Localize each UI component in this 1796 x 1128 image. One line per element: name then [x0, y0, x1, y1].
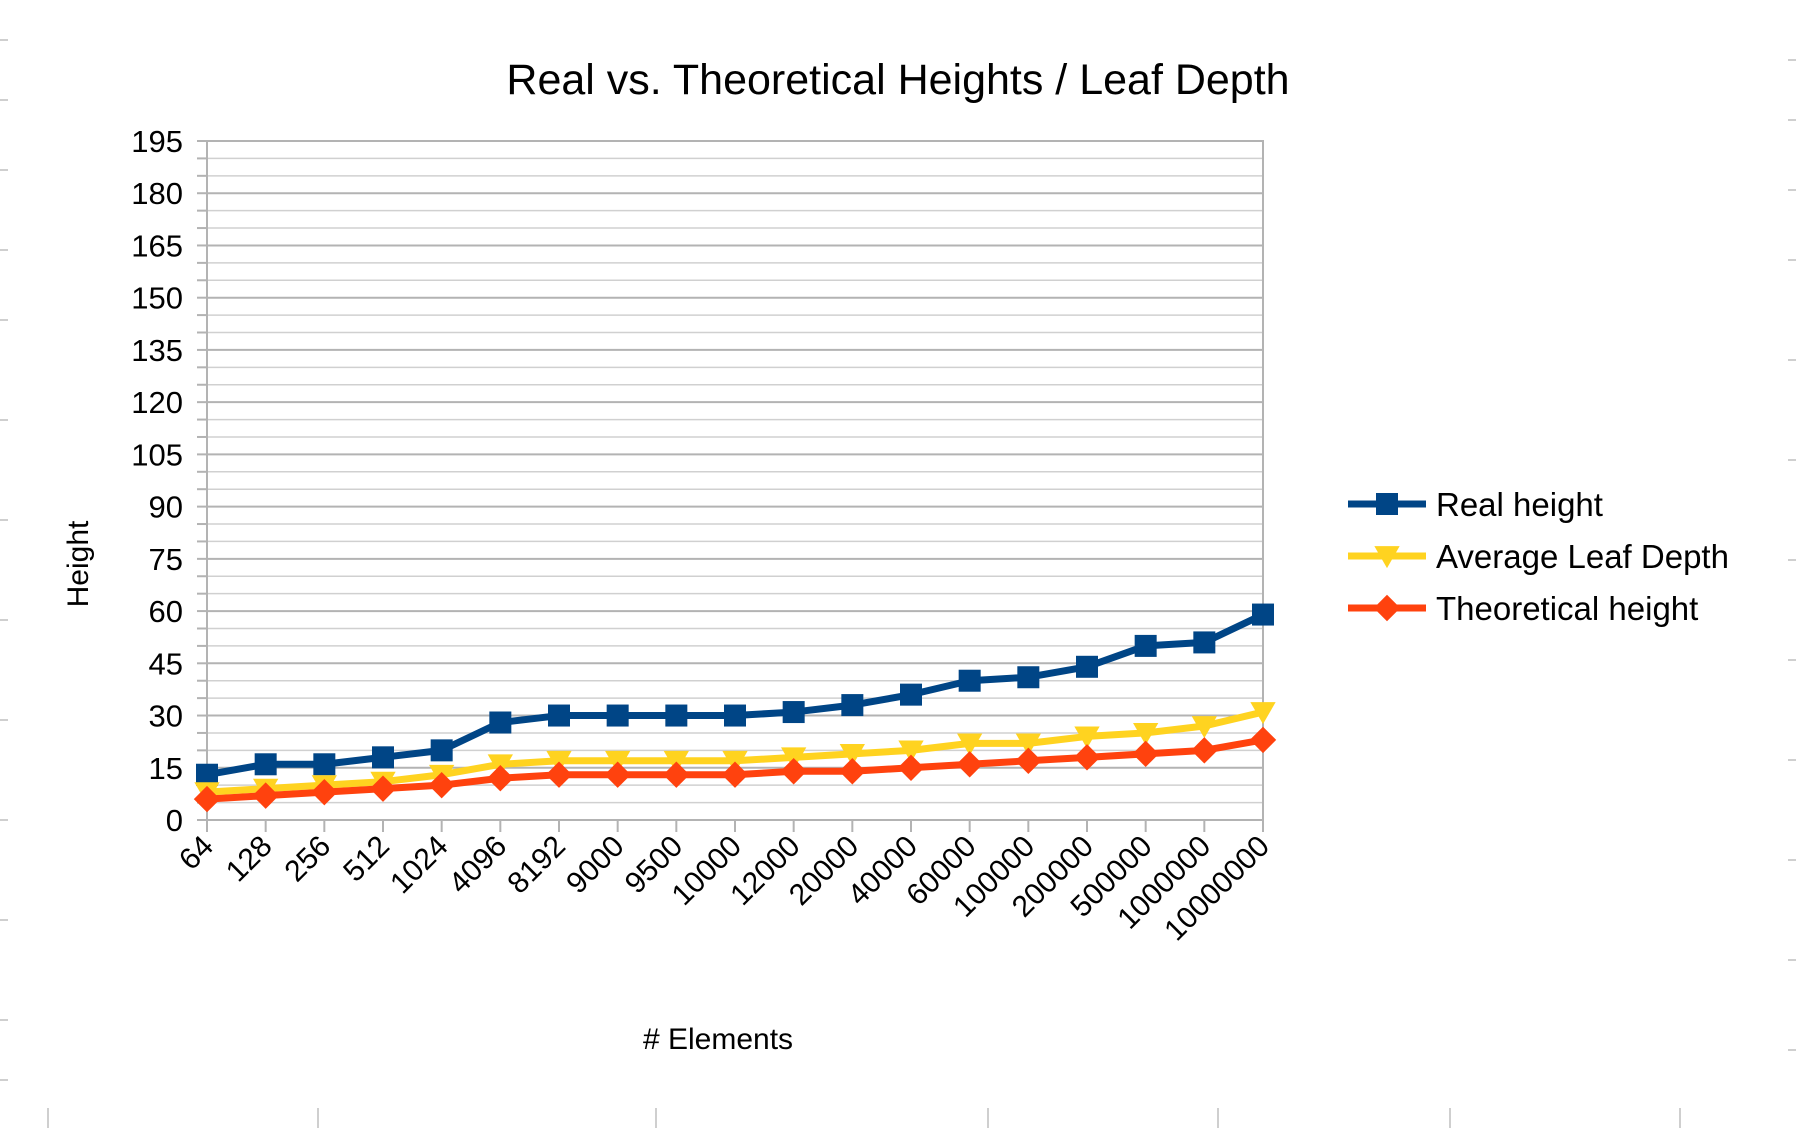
legend-label: Average Leaf Depth — [1436, 538, 1729, 575]
data-point — [487, 765, 514, 792]
y-tick-label: 30 — [149, 699, 183, 734]
data-point — [430, 739, 453, 762]
y-tick-label: 195 — [131, 124, 183, 159]
data-point — [839, 743, 865, 766]
data-point — [721, 761, 749, 788]
series-0 — [196, 603, 1274, 786]
legend-label: Theoretical height — [1436, 590, 1698, 627]
y-tick-label: 180 — [131, 176, 183, 211]
data-point — [957, 733, 983, 756]
y-tick-label: 120 — [131, 385, 183, 420]
y-tick-label: 45 — [149, 646, 183, 681]
data-point — [1191, 716, 1217, 739]
data-point — [545, 761, 573, 788]
data-point — [1074, 726, 1100, 749]
series-2 — [193, 726, 1277, 813]
data-point — [1133, 723, 1159, 746]
x-axis-title: # Elements — [643, 1023, 793, 1056]
y-tick-label: 165 — [131, 228, 183, 263]
data-point — [311, 778, 338, 806]
chart-title: Real vs. Theoretical Heights / Leaf Dept… — [506, 56, 1289, 104]
data-point — [196, 763, 218, 786]
x-tick-label: 256 — [279, 830, 338, 889]
data-point — [956, 751, 983, 778]
legend-item: Real height — [1348, 486, 1603, 523]
data-point — [489, 711, 512, 734]
data-point — [900, 683, 922, 706]
y-tick-label: 135 — [131, 333, 183, 368]
legend-label: Real height — [1436, 486, 1603, 523]
data-point — [372, 746, 394, 769]
y-tick-label: 105 — [131, 437, 183, 472]
y-axis-ticks: 0 15 30 45 60 75 90 105 120 135 150 165 180 195 — [131, 124, 183, 838]
data-point — [1134, 634, 1157, 657]
data-point — [1193, 631, 1216, 654]
data-point — [193, 785, 221, 813]
y-tick-label: 150 — [131, 281, 183, 316]
legend-marker — [1376, 493, 1398, 515]
x-tick-label: 8192 — [501, 830, 572, 901]
data-point — [1017, 666, 1040, 689]
legend-item: Theoretical height — [1348, 590, 1698, 627]
data-point — [898, 740, 924, 763]
data-point — [841, 694, 864, 717]
data-point — [663, 761, 690, 788]
data-point — [839, 758, 866, 785]
legend-marker — [1373, 594, 1401, 622]
legend-item: Average Leaf Depth — [1348, 538, 1729, 575]
y-tick-label: 60 — [149, 594, 183, 629]
legend: Real height Average Leaf Depth Theoretical… — [1348, 486, 1729, 627]
data-point — [313, 753, 336, 776]
page-edge-marks — [0, 39, 1796, 1128]
legend-marker — [1374, 546, 1400, 569]
data-point — [606, 704, 629, 727]
data-point — [369, 775, 397, 802]
x-tick-label: 128 — [220, 830, 279, 889]
data-point — [782, 701, 805, 724]
data-point — [1252, 603, 1274, 626]
y-tick-label: 0 — [166, 803, 183, 838]
data-point — [665, 704, 688, 727]
data-point — [1249, 726, 1277, 754]
series-lines — [193, 603, 1277, 813]
data-point — [1191, 737, 1218, 764]
data-point — [548, 704, 570, 727]
y-tick-label: 90 — [149, 490, 183, 525]
data-point — [780, 758, 807, 785]
y-axis-title: Height — [62, 520, 95, 607]
x-tick-label: 9000 — [560, 830, 631, 901]
data-point — [1015, 747, 1042, 775]
data-point — [724, 704, 746, 727]
x-tick-label: 4096 — [443, 830, 514, 901]
data-point — [1073, 744, 1101, 771]
data-point — [958, 669, 981, 692]
data-point — [1132, 740, 1159, 768]
data-point — [428, 771, 455, 799]
data-point — [604, 761, 631, 788]
data-point — [1250, 702, 1276, 725]
data-point — [897, 754, 925, 781]
y-tick-label: 75 — [149, 542, 183, 577]
y-tick-label: 15 — [149, 751, 183, 786]
data-point — [1076, 655, 1098, 678]
plot-grid — [197, 140, 1264, 832]
x-axis-ticks: 64 128 256 51210244096819290009500100001200… — [173, 830, 1276, 948]
data-point — [252, 782, 279, 809]
data-point — [254, 753, 277, 776]
x-tick-label: 1024 — [384, 830, 455, 901]
data-point — [1015, 733, 1041, 756]
